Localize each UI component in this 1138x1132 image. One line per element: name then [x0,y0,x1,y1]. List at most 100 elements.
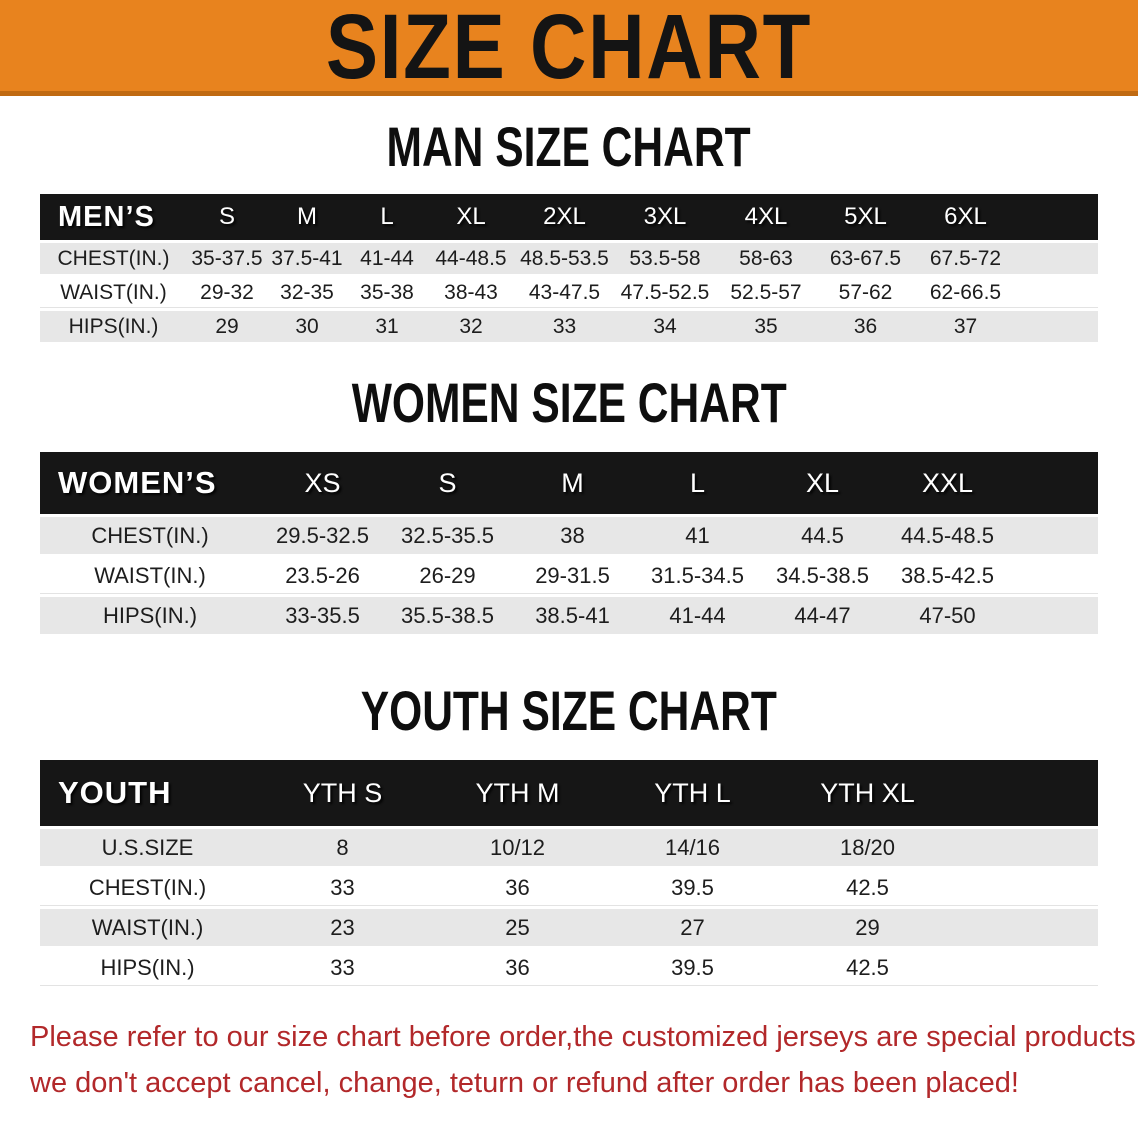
size-value: 53.5-58 [614,240,716,274]
row-filler [955,826,1098,866]
header-filler [955,760,1098,826]
size-value: 33-35.5 [260,594,385,634]
men-size-column: 6XL [915,194,1016,240]
size-value: 37 [915,308,1016,342]
size-value: 44-47 [760,594,885,634]
row-filler [955,946,1098,986]
row-filler [1016,274,1098,308]
row-filler [1016,240,1098,274]
size-value: 23 [255,906,430,946]
disclaimer-note: Please refer to our size chart before or… [30,1014,1138,1106]
banner-title: SIZE CHART [325,0,813,98]
men-hips-row: HIPS(IN.) 29 30 31 32 33 34 35 36 37 [40,308,1098,342]
youth-section-heading-text: YOUTH SIZE CHART [360,679,778,742]
size-value: 36 [816,308,915,342]
size-value: 36 [430,866,605,906]
size-value: 62-66.5 [915,274,1016,308]
header-filler [1016,194,1098,240]
size-value: 29.5-32.5 [260,514,385,554]
size-value: 39.5 [605,946,780,986]
measurement-label: CHEST(IN.) [40,866,255,906]
size-value: 37.5-41 [267,240,347,274]
youth-table-title: YOUTH [40,760,255,826]
size-value: 32 [427,308,515,342]
men-size-column: XL [427,194,515,240]
size-value: 34 [614,308,716,342]
row-filler [1010,514,1098,554]
size-value: 41-44 [347,240,427,274]
women-section-heading: WOMEN SIZE CHART [0,371,1138,434]
men-size-column: S [187,194,267,240]
size-value: 44-48.5 [427,240,515,274]
size-value: 63-67.5 [816,240,915,274]
women-size-column: L [635,452,760,514]
size-value: 34.5-38.5 [760,554,885,594]
row-filler [955,906,1098,946]
size-value: 47.5-52.5 [614,274,716,308]
row-filler [1010,554,1098,594]
women-size-column: M [510,452,635,514]
men-size-column: 2XL [515,194,614,240]
size-value: 44.5 [760,514,885,554]
measurement-label: HIPS(IN.) [40,308,187,342]
women-size-table: WOMEN’S XS S M L XL XXL CHEST(IN.) 29.5-… [40,452,1098,634]
men-header-row: MEN’S S M L XL 2XL 3XL 4XL 5XL 6XL [40,194,1098,240]
size-value: 29 [780,906,955,946]
size-value: 41-44 [635,594,760,634]
size-value: 33 [255,866,430,906]
men-section-heading: MAN SIZE CHART [0,119,1138,175]
size-value: 10/12 [430,826,605,866]
youth-size-column: YTH M [430,760,605,826]
size-value: 32.5-35.5 [385,514,510,554]
youth-ussize-row: U.S.SIZE 8 10/12 14/16 18/20 [40,826,1098,866]
men-size-column: L [347,194,427,240]
size-value: 29-32 [187,274,267,308]
size-value: 41 [635,514,760,554]
size-value: 42.5 [780,946,955,986]
women-chest-row: CHEST(IN.) 29.5-32.5 32.5-35.5 38 41 44.… [40,514,1098,554]
measurement-label: U.S.SIZE [40,826,255,866]
row-filler [955,866,1098,906]
size-value: 38-43 [427,274,515,308]
disclaimer-line-2: we don't accept cancel, change, teturn o… [30,1067,1019,1099]
measurement-label: HIPS(IN.) [40,594,260,634]
size-value: 38.5-41 [510,594,635,634]
youth-waist-row: WAIST(IN.) 23 25 27 29 [40,906,1098,946]
size-value: 26-29 [385,554,510,594]
size-value: 57-62 [816,274,915,308]
women-table-title: WOMEN’S [40,452,260,514]
size-value: 33 [515,308,614,342]
women-size-column: XL [760,452,885,514]
size-value: 67.5-72 [915,240,1016,274]
youth-size-table: YOUTH YTH S YTH M YTH L YTH XL U.S.SIZE … [40,760,1098,986]
measurement-label: CHEST(IN.) [40,240,187,274]
youth-size-column: YTH S [255,760,430,826]
size-value: 31 [347,308,427,342]
size-value: 33 [255,946,430,986]
men-waist-row: WAIST(IN.) 29-32 32-35 35-38 38-43 43-47… [40,274,1098,308]
men-size-column: 4XL [716,194,816,240]
size-value: 30 [267,308,347,342]
row-filler [1010,594,1098,634]
size-value: 25 [430,906,605,946]
size-value: 23.5-26 [260,554,385,594]
men-size-column: M [267,194,347,240]
women-size-column: XS [260,452,385,514]
size-value: 18/20 [780,826,955,866]
size-value: 29 [187,308,267,342]
size-value: 39.5 [605,866,780,906]
size-value: 48.5-53.5 [515,240,614,274]
size-value: 35.5-38.5 [385,594,510,634]
row-filler [1016,308,1098,342]
header-filler [1010,452,1098,514]
size-value: 42.5 [780,866,955,906]
women-section-heading-text: WOMEN SIZE CHART [351,371,787,434]
youth-chest-row: CHEST(IN.) 33 36 39.5 42.5 [40,866,1098,906]
men-chest-row: CHEST(IN.) 35-37.5 37.5-41 41-44 44-48.5… [40,240,1098,274]
men-size-table: MEN’S S M L XL 2XL 3XL 4XL 5XL 6XL CHEST… [40,194,1098,342]
measurement-label: WAIST(IN.) [40,554,260,594]
men-size-column: 3XL [614,194,716,240]
size-value: 14/16 [605,826,780,866]
size-chart-banner: SIZE CHART [0,0,1138,96]
size-value: 31.5-34.5 [635,554,760,594]
